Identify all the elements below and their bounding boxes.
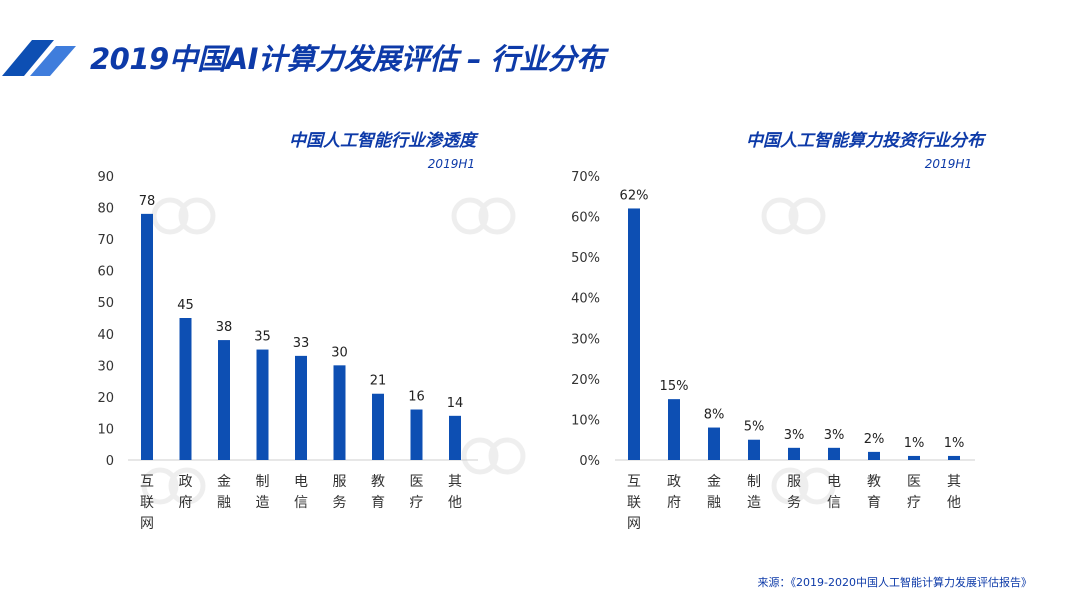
bar xyxy=(748,439,760,460)
bar xyxy=(179,318,192,460)
y-tick-label: 70 xyxy=(97,233,114,248)
chart-title-penetration: 中国人工智能行业渗透度 xyxy=(289,131,476,151)
y-tick-label: 60 xyxy=(97,265,114,280)
data-label: 2% xyxy=(864,432,885,447)
y-tick-label: 20 xyxy=(97,391,114,406)
y-tick-label: 40% xyxy=(571,292,600,307)
y-tick-label: 10% xyxy=(571,413,600,428)
data-label: 3% xyxy=(784,428,805,443)
category-label: 制造 xyxy=(256,474,270,511)
data-label: 35 xyxy=(254,330,271,345)
bar xyxy=(295,355,307,460)
category-label: 电信 xyxy=(827,474,841,511)
y-tick-label: 50 xyxy=(97,296,114,311)
data-label: 5% xyxy=(744,420,765,435)
category-label: 电信 xyxy=(294,474,308,511)
category-label: 金融 xyxy=(707,474,721,511)
bar xyxy=(256,349,269,460)
y-tick-label: 50% xyxy=(571,251,600,266)
data-label: 30 xyxy=(331,345,348,360)
category-label: 金融 xyxy=(217,474,231,511)
category-label: 医疗 xyxy=(907,474,921,511)
data-label: 3% xyxy=(824,428,845,443)
data-label: 33 xyxy=(293,336,310,351)
bar xyxy=(218,340,230,460)
source-note: 来源：《2019-2020中国人工智能计算力发展评估报告》 xyxy=(757,576,1032,589)
bar xyxy=(628,208,640,460)
chart-subtitle-penetration: 2019H1 xyxy=(427,157,475,171)
data-label: 14 xyxy=(447,396,464,411)
bar xyxy=(868,451,880,460)
data-label: 21 xyxy=(370,374,387,389)
bar xyxy=(449,415,461,460)
category-label: 政府 xyxy=(179,474,193,511)
bar xyxy=(372,393,384,460)
y-tick-label: 30 xyxy=(97,359,114,374)
y-tick-label: 90 xyxy=(97,170,114,185)
bar xyxy=(668,399,680,460)
y-tick-label: 60% xyxy=(571,211,600,226)
data-label: 38 xyxy=(216,320,233,335)
data-label: 78 xyxy=(139,194,156,209)
bar xyxy=(908,455,920,460)
y-tick-label: 80 xyxy=(97,202,114,217)
page-title: 2019中国AI计算力发展评估 – 行业分布 xyxy=(90,42,605,76)
data-label: 62% xyxy=(620,188,649,203)
data-label: 15% xyxy=(660,379,689,394)
bar xyxy=(948,455,960,460)
category-label: 教育 xyxy=(371,474,385,511)
data-label: 1% xyxy=(904,436,925,451)
bar xyxy=(828,447,840,460)
category-label: 服务 xyxy=(787,474,801,511)
category-label: 互联网 xyxy=(627,474,641,532)
y-tick-label: 0% xyxy=(579,454,600,469)
category-label: 医疗 xyxy=(410,474,424,511)
bar xyxy=(333,365,346,460)
category-label: 教育 xyxy=(867,474,881,511)
bar xyxy=(788,447,800,460)
chart-subtitle-investment: 2019H1 xyxy=(924,157,972,171)
data-label: 45 xyxy=(177,298,194,313)
category-label: 政府 xyxy=(667,474,681,511)
bar xyxy=(410,409,423,460)
category-label: 其他 xyxy=(947,474,961,511)
category-label: 制造 xyxy=(747,474,761,511)
y-tick-label: 0 xyxy=(106,454,114,469)
header-logo-icon xyxy=(2,40,76,76)
y-tick-label: 30% xyxy=(571,332,600,347)
penetration-bar-chart: 0 10 20 30 40 50 60 70 80 90 78 互联网 45 政府 38 金融 35 制造 33 电信… xyxy=(97,170,478,532)
y-tick-label: 10 xyxy=(97,422,114,437)
chart-title-investment: 中国人工智能算力投资行业分布 xyxy=(746,131,984,151)
y-tick-label: 70% xyxy=(571,170,600,185)
bar xyxy=(708,427,720,460)
category-label: 互联网 xyxy=(140,474,154,532)
data-label: 16 xyxy=(408,390,425,405)
category-label: 其他 xyxy=(448,474,462,511)
y-tick-label: 20% xyxy=(571,373,600,388)
y-tick-label: 40 xyxy=(97,328,114,343)
category-label: 服务 xyxy=(333,474,347,511)
data-label: 8% xyxy=(704,408,725,423)
bar xyxy=(141,213,153,460)
data-label: 1% xyxy=(944,436,965,451)
